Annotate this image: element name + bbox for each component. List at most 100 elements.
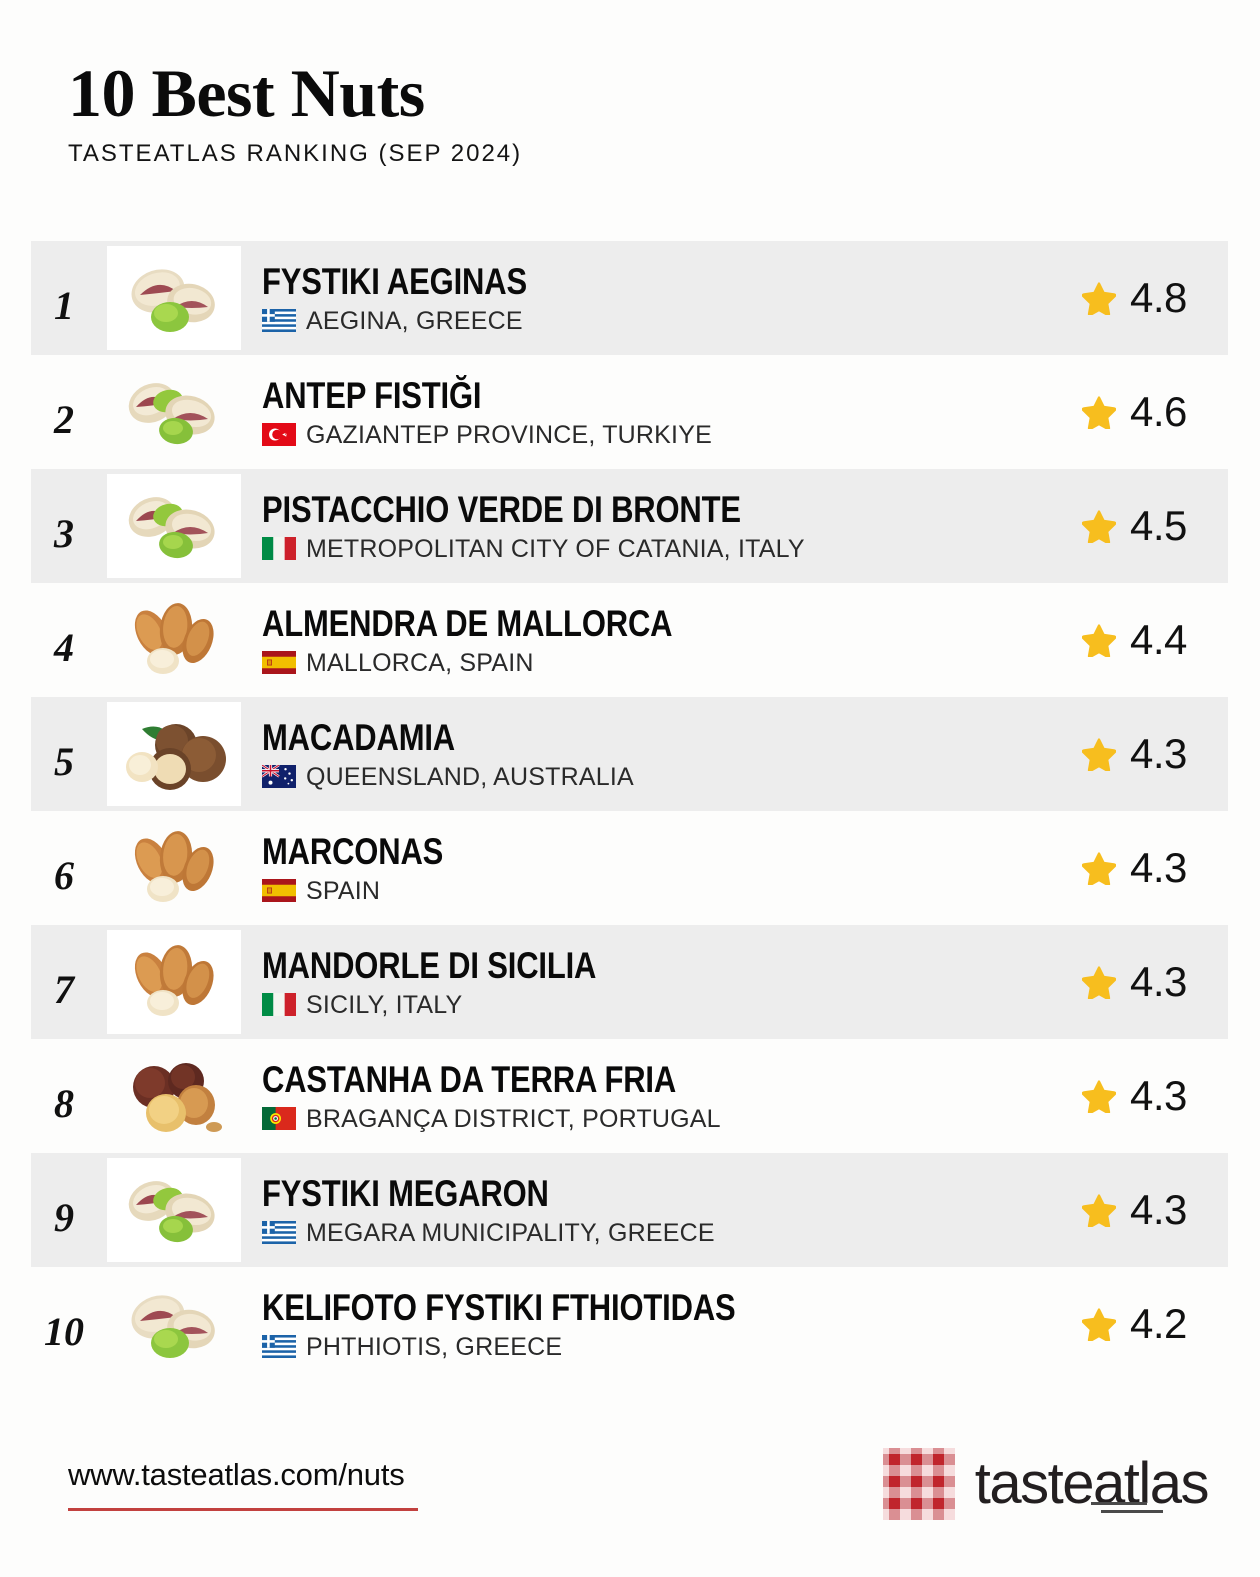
star-icon <box>1081 281 1117 317</box>
australia-flag <box>262 765 296 788</box>
rank-number: 2 <box>54 396 74 442</box>
nut-thumbnail <box>104 930 244 1034</box>
star-icon <box>1081 623 1117 659</box>
row-body: FYSTIKI MEGARON MEGARA MUNICIPALITY, GREE… <box>244 1173 1060 1248</box>
location-line: MEGARA MUNICIPALITY, GREECE <box>262 1218 1050 1248</box>
tasteatlas-logo: tasteatlas <box>882 1448 1210 1520</box>
row-body: ANTEP FISTIĞI GAZIANTEP PROVINCE, TURKIYE <box>244 375 1060 450</box>
almond-cluster-image <box>107 816 241 920</box>
rating: 4.5 <box>1060 504 1260 548</box>
location-line: METROPOLITAN CITY OF CATANIA, ITALY <box>262 534 1050 564</box>
star-icon <box>1081 1193 1117 1229</box>
pistachio-open-image <box>107 474 241 578</box>
rating: 4.2 <box>1060 1302 1260 1346</box>
row-body: PISTACCHIO VERDE DI BRONTE METROPOLITAN C… <box>244 489 1060 564</box>
page-subtitle: TASTEATLAS RANKING (SEP 2024) <box>68 140 523 167</box>
nut-name: CASTANHA DA TERRA FRIA <box>262 1058 677 1100</box>
rank-number: 5 <box>54 738 74 784</box>
rating: 4.3 <box>1060 1074 1260 1118</box>
nut-thumbnail <box>104 816 244 920</box>
pistachio-open-image <box>107 360 241 464</box>
nut-thumbnail <box>104 1044 244 1148</box>
rank-number: 9 <box>54 1194 74 1240</box>
location-line: QUEENSLAND, AUSTRALIA <box>262 762 1050 792</box>
ranking-row[interactable]: 6 MARCONAS SPAIN 4.3 <box>0 811 1260 925</box>
header: 10 Best Nuts TASTEATLAS RANKING (SEP 202… <box>68 55 522 169</box>
ranking-row[interactable]: 3 PISTACCHIO VERDE DI BRONTE METROPOLITAN … <box>0 469 1260 583</box>
nut-name: ANTEP FISTIĞI <box>262 374 482 416</box>
location-line: PHTHIOTIS, GREECE <box>262 1332 1050 1362</box>
nut-thumbnail <box>104 474 244 578</box>
location-text: BRAGANÇA DISTRICT, PORTUGAL <box>306 1104 721 1133</box>
rating-value: 4.3 <box>1130 844 1187 891</box>
rating-value: 4.5 <box>1130 502 1187 549</box>
ranking-row[interactable]: 9 FYSTIKI MEGARON MEGARA MUNICIPALITY, GRE… <box>0 1153 1260 1267</box>
nut-name: FYSTIKI AEGINAS <box>262 260 527 302</box>
location-text: AEGINA, GREECE <box>306 306 523 335</box>
rating-value: 4.3 <box>1130 1072 1187 1119</box>
portugal-flag <box>262 1107 296 1130</box>
row-body: MANDORLE DI SICILIA SICILY, ITALY <box>244 945 1060 1020</box>
rank-number: 4 <box>54 624 74 670</box>
location-text: GAZIANTEP PROVINCE, TURKIYE <box>306 420 712 449</box>
rating: 4.6 <box>1060 390 1260 434</box>
rating-value: 4.3 <box>1130 1186 1187 1233</box>
location-line: MALLORCA, SPAIN <box>262 648 1050 678</box>
nut-name: PISTACCHIO VERDE DI BRONTE <box>262 488 741 530</box>
ranking-row[interactable]: 2 ANTEP FISTIĞI GAZIANTEP PROVINCE, TURKIY… <box>0 355 1260 469</box>
location-text: SICILY, ITALY <box>306 990 463 1019</box>
rating-value: 4.2 <box>1130 1300 1187 1347</box>
location-line: BRAGANÇA DISTRICT, PORTUGAL <box>262 1104 1050 1134</box>
location-line: AEGINA, GREECE <box>262 306 1050 336</box>
star-icon <box>1081 965 1117 1001</box>
rating: 4.8 <box>1060 276 1260 320</box>
rank-number: 3 <box>54 510 74 556</box>
nut-thumbnail <box>104 588 244 692</box>
ranking-row[interactable]: 8 CASTANHA DA TERRA FRIA BRAGANÇA DISTRICT… <box>0 1039 1260 1153</box>
location-line: SPAIN <box>262 876 1050 906</box>
star-icon <box>1081 509 1117 545</box>
row-body: MACADAMIA QUEENSLAND, AUSTRALIA <box>244 717 1060 792</box>
ranking-row[interactable]: 7 MANDORLE DI SICILIA SICILY, ITALY 4.3 <box>0 925 1260 1039</box>
row-body: KELIFOTO FYSTIKI FTHIOTIDAS PHTHIOTIS, GR… <box>244 1287 1060 1362</box>
brand-name: tasteatlas <box>974 1451 1210 1516</box>
rank-number: 1 <box>54 282 74 328</box>
turkiye-flag <box>262 423 296 446</box>
url-underline <box>68 1508 418 1511</box>
nut-name: MARCONAS <box>262 830 444 872</box>
rank-number: 10 <box>44 1308 84 1354</box>
footer: www.tasteatlas.com/nuts <box>0 1440 1260 1560</box>
greece-flag <box>262 309 296 332</box>
website-url[interactable]: www.tasteatlas.com/nuts <box>68 1457 405 1492</box>
ranking-row[interactable]: 5 MACADAMIA QUEENSLAND, AUSTRALIA 4.3 <box>0 697 1260 811</box>
spain-flag <box>262 651 296 674</box>
nut-name: MANDORLE DI SICILIA <box>262 944 597 986</box>
brand-wordmark: tasteatlas <box>974 1451 1210 1516</box>
page-title: 10 Best Nuts <box>68 55 425 131</box>
ranking-row[interactable]: 1 FYSTIKI AEGINAS AEGINA, GREECE 4.8 <box>0 241 1260 355</box>
row-body: ALMENDRA DE MALLORCA MALLORCA, SPAIN <box>244 603 1060 678</box>
star-icon <box>1081 1079 1117 1115</box>
ranking-list: 1 FYSTIKI AEGINAS AEGINA, GREECE 4.8 2 ANTEP … <box>0 241 1260 1381</box>
ranking-row[interactable]: 4 ALMENDRA DE MALLORCA MALLORCA, SPAIN 4.4 <box>0 583 1260 697</box>
row-body: FYSTIKI AEGINAS AEGINA, GREECE <box>244 261 1060 336</box>
location-line: SICILY, ITALY <box>262 990 1050 1020</box>
rating-value: 4.8 <box>1130 274 1187 321</box>
star-icon <box>1081 851 1117 887</box>
ranking-row[interactable]: 10 KELIFOTO FYSTIKI FTHIOTIDAS PHTHIOTIS, … <box>0 1267 1260 1381</box>
rank-number: 7 <box>54 966 74 1012</box>
nut-thumbnail <box>104 246 244 350</box>
location-text: PHTHIOTIS, GREECE <box>306 1332 563 1361</box>
rating: 4.3 <box>1060 1188 1260 1232</box>
pistachio-open-image <box>107 1158 241 1262</box>
almond-cluster-image <box>107 588 241 692</box>
rating: 4.3 <box>1060 960 1260 1004</box>
brand-underline-2 <box>1100 1510 1163 1513</box>
star-icon <box>1081 395 1117 431</box>
rating: 4.3 <box>1060 846 1260 890</box>
rank-number: 8 <box>54 1080 74 1126</box>
gingham-check-icon <box>882 1448 955 1520</box>
nut-name: MACADAMIA <box>262 716 456 758</box>
almond-cluster-image <box>107 930 241 1034</box>
